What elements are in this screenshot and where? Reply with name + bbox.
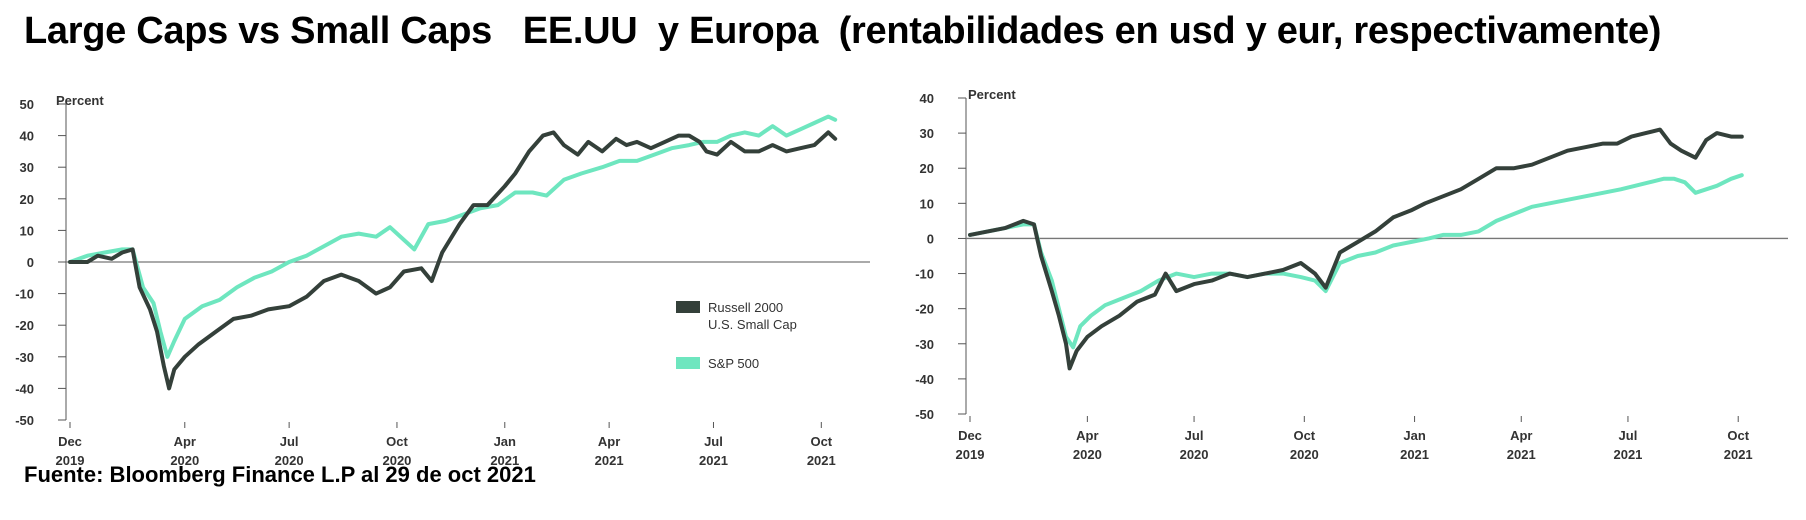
eu-series-line-large-cap — [968, 173, 1744, 350]
eu-x-tick-month: Apr — [1076, 428, 1098, 443]
us-x-tick-month: Jan — [494, 434, 516, 449]
us-series-line-large-cap — [68, 114, 838, 359]
eu-x-tick-year: 2021 — [1613, 447, 1642, 462]
eu-x-tick-year: 2020 — [1073, 447, 1102, 462]
eu-series-line-small-cap — [968, 127, 1744, 371]
us-y-tick-label: -10 — [15, 287, 34, 302]
us-x-tick-year: 2021 — [595, 453, 624, 468]
us-x-tick-year: 2019 — [56, 453, 85, 468]
us-y-tick-label: 50 — [20, 97, 34, 112]
page-title: Large Caps vs Small Caps EE.UU y Europa … — [24, 10, 1662, 52]
eu-x-tick-month: Apr — [1510, 428, 1532, 443]
us-x-tick-month: Dec — [58, 434, 82, 449]
chart-us-large-vs-small-caps: Percent 50 40 30 20 10 0 -10 -20 -30 -40 -50 Dec 2019… — [15, 93, 870, 468]
us-legend-label: S&P 500 — [708, 356, 759, 371]
chart-europe-large-vs-small-caps: Percent 40 30 20 10 0 -10 -20 -30 -40 -50 Dec 2019 Ap… — [915, 87, 1788, 462]
us-x-tick-year: 2020 — [275, 453, 304, 468]
us-legend-label: Russell 2000 — [708, 300, 783, 315]
us-legend-swatch — [676, 301, 700, 313]
eu-y-tick-label: -40 — [915, 372, 934, 387]
eu-x-tick-month: Dec — [958, 428, 982, 443]
us-y-unit-label: Percent — [56, 93, 104, 108]
eu-x-tick-month: Oct — [1727, 428, 1749, 443]
eu-y-tick-label: -50 — [915, 407, 934, 422]
eu-x-tick-month: Jul — [1619, 428, 1638, 443]
eu-y-tick-label: 30 — [920, 126, 934, 141]
us-x-tick-year: 2021 — [699, 453, 728, 468]
us-x-tick-year: 2021 — [807, 453, 836, 468]
us-x-tick-month: Apr — [174, 434, 196, 449]
eu-y-unit-label: Percent — [968, 87, 1016, 102]
us-x-tick-month: Jul — [704, 434, 723, 449]
eu-x-tick-year: 2019 — [956, 447, 985, 462]
eu-y-tick-label: 20 — [920, 161, 934, 176]
us-y-tick-label: -20 — [15, 318, 34, 333]
eu-x-tick-year: 2021 — [1724, 447, 1753, 462]
us-y-tick-label: 40 — [20, 129, 34, 144]
us-y-tick-label: -50 — [15, 413, 34, 428]
eu-y-tick-label: 40 — [920, 91, 934, 106]
us-x-tick-month: Oct — [386, 434, 408, 449]
us-x-tick-month: Apr — [598, 434, 620, 449]
eu-y-tick-label: 0 — [927, 231, 934, 246]
us-x-tick-year: 2020 — [170, 453, 199, 468]
us-x-tick-year: 2020 — [382, 453, 411, 468]
us-y-tick-label: 20 — [20, 192, 34, 207]
eu-y-tick-label: 10 — [920, 196, 934, 211]
us-series-line-small-cap — [68, 130, 838, 391]
us-y-tick-label: -30 — [15, 350, 34, 365]
source-note: Fuente: Bloomberg Finance L.P al 29 de o… — [24, 462, 536, 487]
us-y-tick-label: 10 — [20, 223, 34, 238]
eu-x-tick-year: 2021 — [1507, 447, 1536, 462]
eu-x-tick-year: 2020 — [1290, 447, 1319, 462]
eu-x-tick-month: Jan — [1403, 428, 1425, 443]
eu-y-tick-label: -10 — [915, 267, 934, 282]
us-x-tick-month: Oct — [810, 434, 832, 449]
us-x-tick-month: Jul — [280, 434, 299, 449]
eu-x-tick-year: 2021 — [1400, 447, 1429, 462]
eu-x-tick-month: Jul — [1185, 428, 1204, 443]
eu-y-tick-label: -30 — [915, 337, 934, 352]
eu-x-tick-year: 2020 — [1180, 447, 1209, 462]
us-legend-label: U.S. Small Cap — [708, 317, 797, 332]
eu-x-tick-month: Oct — [1293, 428, 1315, 443]
us-legend-swatch — [676, 357, 700, 369]
us-y-tick-label: -40 — [15, 381, 34, 396]
us-x-tick-year: 2021 — [490, 453, 519, 468]
us-y-tick-label: 30 — [20, 160, 34, 175]
eu-y-tick-label: -20 — [915, 302, 934, 317]
us-y-tick-label: 0 — [27, 255, 34, 270]
